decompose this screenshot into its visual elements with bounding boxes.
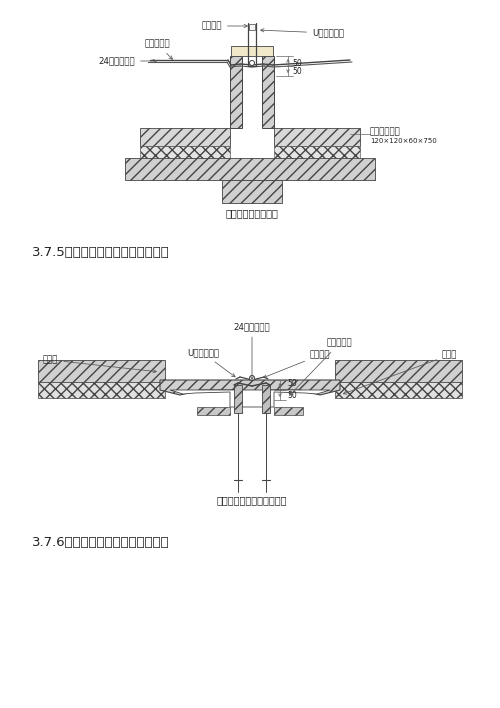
Text: 3.7.5、预制内天沟变形缝防水构造: 3.7.5、预制内天沟变形缝防水构造 [32,246,170,258]
Text: 3.7.6、高低跨屋面变形缝防水构造: 3.7.6、高低跨屋面变形缝防水构造 [32,535,170,549]
Circle shape [250,375,254,380]
Text: 衬垫材料: 衬垫材料 [264,350,330,378]
Polygon shape [170,390,330,407]
Bar [140,146,230,160]
Text: U型卷材一层: U型卷材一层 [260,28,344,38]
Text: 嵌油膏: 嵌油膏 [344,350,458,394]
Polygon shape [160,380,340,405]
Text: U型卷材一层: U型卷材一层 [187,348,235,377]
Circle shape [250,60,254,66]
Text: 120×120×60×750: 120×120×60×750 [370,138,437,144]
Bar [231,46,273,56]
Text: 屋面变形缝防水构造: 屋面变形缝防水构造 [226,208,278,218]
Text: 预制内天沟变形缝防水构造: 预制内天沟变形缝防水构造 [217,495,287,505]
Text: 50: 50 [287,391,297,399]
Bar [249,24,255,30]
Bar [222,180,282,203]
Text: 24号镇锌铁皮: 24号镇锌铁皮 [234,323,270,379]
Bar [38,382,165,398]
Text: 50: 50 [292,67,302,76]
Bar [274,128,360,146]
Bar [335,382,462,398]
Text: 附加层: 附加层 [43,355,156,373]
Bar [234,385,242,413]
Bar [274,146,360,160]
Bar [140,128,230,146]
Text: 卷材附加层: 卷材附加层 [145,40,172,59]
Bar [38,360,165,382]
Bar [274,407,303,415]
Text: 预埋防腑木砖: 预埋防腑木砖 [370,127,401,137]
Bar [230,56,242,128]
Bar [262,56,274,128]
Text: 50: 50 [292,59,302,67]
Bar [262,385,270,413]
Bar [335,360,462,382]
Text: 50: 50 [287,379,297,387]
Text: 24号镇锌铁皮: 24号镇锌铁皮 [98,57,156,66]
Bar [125,158,375,180]
Bar [197,407,230,415]
Text: 卷材附加层: 卷材附加层 [290,338,352,395]
Text: 衬垫材料: 衬垫材料 [202,21,248,30]
